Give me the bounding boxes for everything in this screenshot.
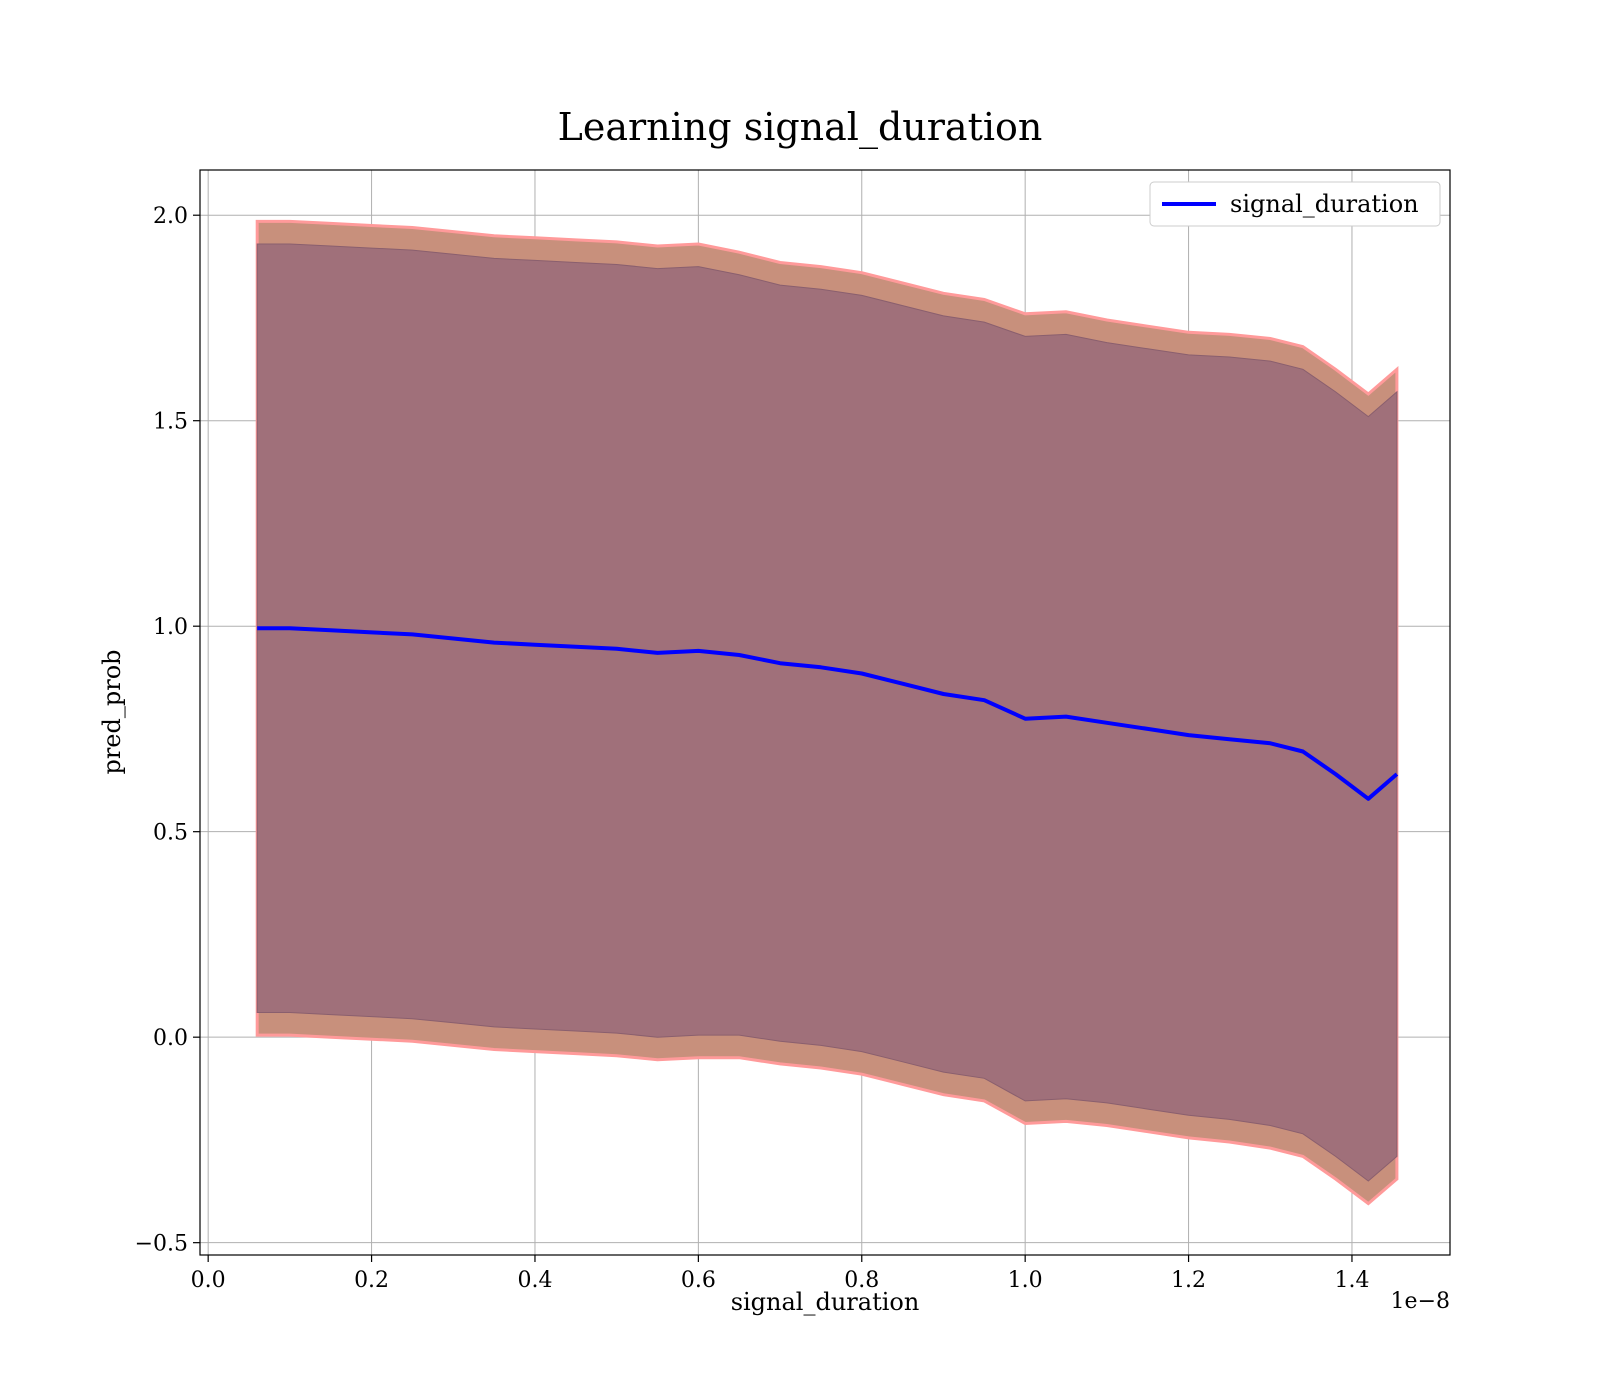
lines bbox=[257, 626, 1399, 801]
chart-title: Learning signal_duration bbox=[558, 105, 1043, 150]
y-tick-label: 1.0 bbox=[153, 615, 188, 640]
y-tick-label: 0.5 bbox=[153, 821, 188, 846]
plot-area: 0.0 0.2 0.4 0.6 0.8 1.0 1.2 1.4 −0.50.00.51.01.… bbox=[135, 169, 1451, 1293]
x-tick-label: 0.8 bbox=[844, 1268, 879, 1293]
y-ticks: −0.5 0.0 0.5 1.0 1.5 2.0 bbox=[135, 204, 200, 1257]
x-axis-label: signal_duration bbox=[731, 1288, 920, 1316]
y-tick-label: 2.0 bbox=[153, 204, 188, 229]
y-tick-label: −0.5 bbox=[135, 1232, 188, 1257]
plot-frame bbox=[199, 169, 1451, 1256]
bands bbox=[255, 219, 1399, 1206]
y-tick-label: 0.0 bbox=[153, 1026, 188, 1051]
inner-confidence-band bbox=[256, 243, 1398, 1182]
x-axis-offset-text: 1e−8 bbox=[1391, 1289, 1450, 1314]
y-axis-label: pred_prob bbox=[98, 649, 126, 774]
legend-frame bbox=[1149, 181, 1441, 227]
series-line-signal-duration bbox=[257, 626, 1399, 801]
x-tick-label: 0.6 bbox=[681, 1268, 716, 1293]
legend: signal_duration bbox=[1149, 181, 1441, 227]
x-tick-label: 1.4 bbox=[1334, 1268, 1369, 1293]
x-tick-label: 1.2 bbox=[1171, 1268, 1206, 1293]
x-tick-label: 0.0 bbox=[191, 1268, 226, 1293]
x-ticks: 0.0 0.2 0.4 0.6 0.8 1.0 1.2 1.4 bbox=[191, 1255, 1369, 1293]
legend-label-signal-duration: signal_duration bbox=[1230, 190, 1419, 218]
x-tick-label: 0.4 bbox=[517, 1268, 552, 1293]
x-tick-label: 0.2 bbox=[354, 1268, 389, 1293]
y-tick-label: 1.5 bbox=[153, 410, 188, 435]
x-tick-label: 1.0 bbox=[1008, 1268, 1043, 1293]
